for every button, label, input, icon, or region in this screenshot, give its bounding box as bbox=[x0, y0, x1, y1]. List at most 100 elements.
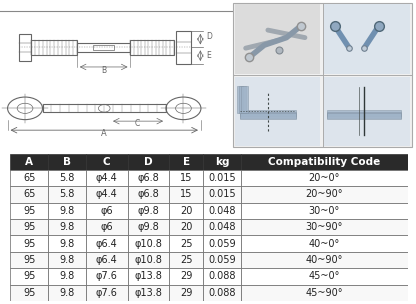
Bar bbox=[32, 40, 77, 54]
Bar bbox=[235, 78, 320, 146]
Text: 15: 15 bbox=[180, 173, 192, 183]
Bar bbox=[48, 170, 86, 186]
Text: 95: 95 bbox=[23, 222, 35, 232]
Bar bbox=[241, 186, 408, 203]
Text: A: A bbox=[102, 129, 107, 138]
Text: A: A bbox=[25, 157, 33, 167]
Text: C: C bbox=[103, 157, 111, 167]
Bar bbox=[203, 203, 241, 219]
Text: 20~90°: 20~90° bbox=[305, 189, 343, 199]
Text: 5.8: 5.8 bbox=[59, 189, 75, 199]
Text: φ10.8: φ10.8 bbox=[134, 255, 162, 265]
Text: Compatibility Code: Compatibility Code bbox=[268, 157, 380, 167]
Bar bbox=[10, 219, 48, 235]
FancyArrow shape bbox=[240, 112, 296, 118]
Text: 25: 25 bbox=[180, 255, 193, 265]
Bar bbox=[48, 285, 86, 301]
Bar bbox=[241, 285, 408, 301]
Bar bbox=[128, 219, 169, 235]
Text: 65: 65 bbox=[23, 189, 35, 199]
Bar bbox=[241, 252, 408, 268]
Text: φ6.4: φ6.4 bbox=[96, 239, 118, 249]
Bar bbox=[169, 219, 203, 235]
Text: 9.8: 9.8 bbox=[59, 239, 74, 249]
Text: kg: kg bbox=[215, 157, 229, 167]
Text: 0.015: 0.015 bbox=[208, 173, 236, 183]
Bar bbox=[241, 170, 408, 186]
Text: φ13.8: φ13.8 bbox=[134, 271, 162, 282]
Text: 0.059: 0.059 bbox=[208, 239, 236, 249]
Bar bbox=[48, 186, 86, 203]
Text: 0.088: 0.088 bbox=[208, 271, 236, 282]
Text: 5.8: 5.8 bbox=[59, 173, 75, 183]
Bar bbox=[10, 186, 48, 203]
Bar bbox=[241, 219, 408, 235]
Bar bbox=[169, 203, 203, 219]
Bar bbox=[10, 252, 48, 268]
Text: φ4.4: φ4.4 bbox=[96, 189, 118, 199]
Bar bbox=[128, 186, 169, 203]
Text: φ9.8: φ9.8 bbox=[138, 206, 159, 216]
Text: E: E bbox=[183, 157, 190, 167]
Text: 9.8: 9.8 bbox=[59, 271, 74, 282]
Text: 40~0°: 40~0° bbox=[309, 239, 340, 249]
Text: 20~0°: 20~0° bbox=[309, 173, 340, 183]
Text: 29: 29 bbox=[180, 271, 192, 282]
Bar bbox=[324, 4, 411, 74]
Text: 9.8: 9.8 bbox=[59, 206, 74, 216]
Bar bbox=[10, 203, 48, 219]
Bar bbox=[48, 154, 86, 170]
Bar bbox=[169, 170, 203, 186]
Bar bbox=[241, 235, 408, 252]
Bar bbox=[86, 252, 128, 268]
Bar bbox=[48, 219, 86, 235]
Bar bbox=[19, 34, 32, 61]
Text: 9.8: 9.8 bbox=[59, 288, 74, 298]
Text: 9.8: 9.8 bbox=[59, 255, 74, 265]
Text: φ6.8: φ6.8 bbox=[138, 189, 159, 199]
Bar bbox=[324, 78, 411, 146]
Text: 65: 65 bbox=[23, 173, 35, 183]
Bar bbox=[203, 285, 241, 301]
Bar bbox=[93, 45, 114, 50]
Bar bbox=[48, 252, 86, 268]
Text: 29: 29 bbox=[180, 288, 192, 298]
Text: 20: 20 bbox=[180, 222, 192, 232]
FancyArrow shape bbox=[327, 112, 364, 118]
Text: 9.8: 9.8 bbox=[59, 222, 74, 232]
Bar bbox=[48, 268, 86, 285]
Text: 45~90°: 45~90° bbox=[305, 288, 343, 298]
Text: D: D bbox=[144, 157, 153, 167]
Bar bbox=[203, 252, 241, 268]
Text: 95: 95 bbox=[23, 271, 35, 282]
Text: 0.059: 0.059 bbox=[208, 255, 236, 265]
Bar bbox=[86, 154, 128, 170]
Bar bbox=[10, 235, 48, 252]
Bar bbox=[131, 40, 173, 54]
Bar bbox=[48, 235, 86, 252]
Text: 15: 15 bbox=[180, 189, 192, 199]
Bar bbox=[86, 170, 128, 186]
FancyArrow shape bbox=[327, 113, 364, 119]
Bar bbox=[10, 285, 48, 301]
Bar bbox=[42, 104, 166, 112]
FancyArrow shape bbox=[364, 110, 401, 116]
Bar bbox=[86, 235, 128, 252]
Bar bbox=[77, 43, 131, 52]
Text: D: D bbox=[206, 32, 212, 41]
Text: 0.015: 0.015 bbox=[208, 189, 236, 199]
FancyArrow shape bbox=[327, 110, 364, 116]
Text: φ10.8: φ10.8 bbox=[134, 239, 162, 249]
Bar bbox=[176, 31, 191, 64]
Bar bbox=[10, 154, 48, 170]
Bar bbox=[241, 268, 408, 285]
FancyArrow shape bbox=[239, 86, 245, 113]
Text: 30~90°: 30~90° bbox=[306, 222, 343, 232]
Text: 0.088: 0.088 bbox=[208, 288, 236, 298]
Text: 25: 25 bbox=[180, 239, 193, 249]
FancyArrow shape bbox=[240, 113, 296, 119]
Text: B: B bbox=[101, 66, 106, 75]
Bar bbox=[128, 170, 169, 186]
Text: 95: 95 bbox=[23, 206, 35, 216]
FancyArrow shape bbox=[364, 112, 401, 118]
